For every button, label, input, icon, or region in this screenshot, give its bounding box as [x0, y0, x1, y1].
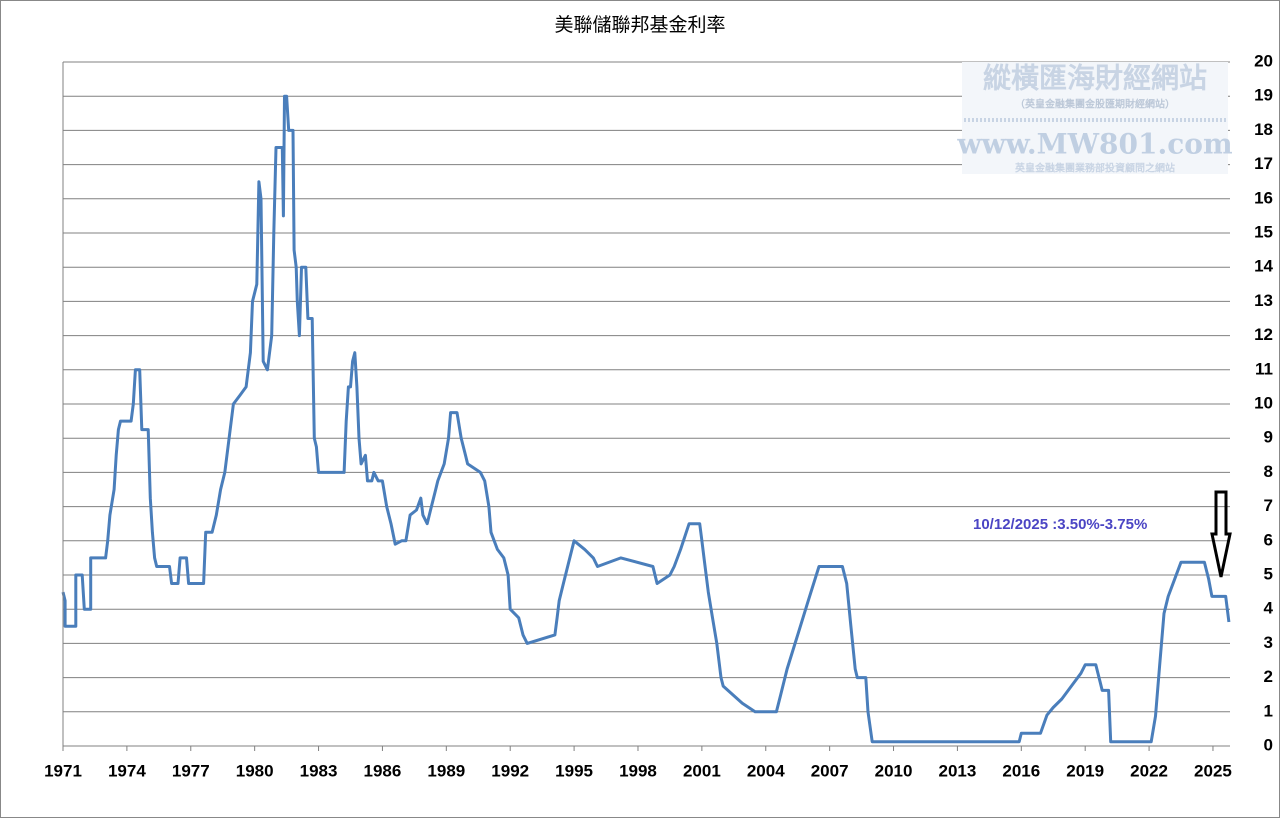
y-tick-label: 15: [1254, 222, 1273, 241]
y-tick-label: 13: [1254, 291, 1273, 310]
y-tick-label: 18: [1254, 120, 1273, 139]
watermark-subtitle: （英皇金融集團金股匯期財經網站）: [1015, 98, 1175, 111]
y-tick-label: 5: [1264, 564, 1273, 583]
x-tick-label: 1995: [555, 761, 593, 780]
x-tick-label: 1992: [491, 761, 529, 780]
y-tick-label: 6: [1264, 530, 1273, 549]
watermark: 縱橫匯海財經網站 （英皇金融集團金股匯期財經網站） www.MW801.com …: [956, 62, 1232, 175]
x-tick-label: 2004: [747, 761, 785, 780]
y-tick-label: 17: [1254, 154, 1273, 173]
watermark-bg: [962, 62, 1228, 174]
x-tick-label: 2016: [1002, 761, 1040, 780]
y-tick-label: 19: [1254, 86, 1273, 105]
chart-title: 美聯儲聯邦基金利率: [554, 14, 725, 36]
y-tick-label: 9: [1264, 428, 1273, 447]
x-tick-label: 2007: [811, 761, 849, 780]
y-tick-label: 16: [1254, 188, 1273, 207]
y-tick-label: 0: [1264, 735, 1273, 754]
x-tick-label: 1977: [172, 761, 210, 780]
watermark-url: www.MW801.com: [956, 128, 1232, 161]
y-tick-label: 10: [1254, 393, 1273, 412]
x-tick-label: 1980: [236, 761, 274, 780]
y-tick-label: 11: [1255, 359, 1273, 378]
x-tick-label: 2010: [875, 761, 913, 780]
x-tick-label: 1971: [44, 761, 82, 780]
x-tick-label: 1998: [619, 761, 657, 780]
x-tick-label: 2019: [1066, 761, 1104, 780]
y-tick-label: 8: [1264, 462, 1273, 481]
x-tick-label: 2025: [1194, 761, 1232, 780]
watermark-note: 英皇金融集團業務部投資顧問之網站: [1014, 162, 1175, 175]
annotation: 10/12/2025 :3.50%-3.75%: [973, 516, 1147, 533]
x-tick-label: 1983: [300, 761, 338, 780]
x-tick-label: 1989: [427, 761, 465, 780]
y-tick-label: 20: [1254, 51, 1273, 70]
x-tick-label: 2022: [1130, 761, 1168, 780]
watermark-title: 縱橫匯海財經網站: [983, 62, 1207, 95]
y-tick-label: 7: [1264, 496, 1273, 515]
x-tick-label: 2013: [939, 761, 977, 780]
y-tick-label: 4: [1264, 599, 1274, 618]
line: [61, 94, 1231, 744]
y-tick-label: 14: [1254, 257, 1273, 276]
arrow: [1210, 490, 1232, 578]
y-tick-label: 2: [1264, 667, 1273, 686]
y-tick-label: 1: [1264, 701, 1273, 720]
x-tick-label: 1986: [364, 761, 402, 780]
y-tick-label: 3: [1264, 633, 1273, 652]
y-tick-label: 12: [1254, 325, 1273, 344]
x-tick-label: 2001: [683, 761, 721, 780]
x-tick-label: 1974: [108, 761, 146, 780]
